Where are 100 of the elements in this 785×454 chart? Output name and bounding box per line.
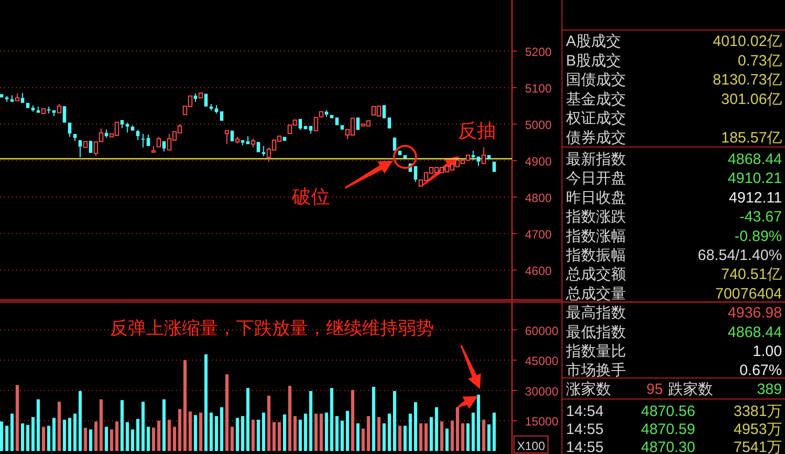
text: 指数涨跌 bbox=[565, 208, 626, 226]
bar bbox=[115, 422, 118, 451]
bar bbox=[445, 428, 449, 451]
bar bbox=[440, 422, 444, 451]
bar bbox=[430, 417, 433, 451]
bar bbox=[10, 414, 14, 451]
bar bbox=[461, 423, 464, 451]
text: 70076404 bbox=[715, 285, 782, 302]
text: 涨家数 bbox=[566, 381, 611, 398]
bar bbox=[94, 422, 98, 451]
text: 68.54/1.40% bbox=[698, 247, 782, 264]
bar bbox=[414, 402, 418, 451]
candlestick bbox=[5, 95, 9, 102]
y-tick-label: 60000 bbox=[525, 324, 559, 338]
bar bbox=[282, 414, 286, 451]
bar bbox=[466, 423, 470, 451]
bar bbox=[100, 399, 103, 451]
bar bbox=[120, 400, 124, 451]
y-tick-label: 4800 bbox=[525, 191, 552, 206]
bar bbox=[204, 354, 208, 451]
bar bbox=[267, 396, 270, 451]
text: 今日开盘 bbox=[566, 170, 626, 188]
bar bbox=[324, 412, 328, 451]
text: 8130.73亿 bbox=[712, 72, 782, 89]
bar bbox=[482, 420, 486, 451]
bar bbox=[450, 420, 454, 451]
bar bbox=[225, 374, 229, 451]
bar bbox=[256, 420, 260, 451]
y-tick-label: 5000 bbox=[525, 118, 552, 132]
bar bbox=[288, 386, 292, 451]
text: 1.00 bbox=[752, 343, 782, 360]
text: -0.89% bbox=[734, 228, 782, 245]
text: 740.51亿 bbox=[721, 266, 782, 284]
bar bbox=[241, 416, 244, 451]
bar bbox=[214, 416, 218, 451]
candlestick bbox=[104, 129, 108, 138]
bar bbox=[320, 414, 323, 451]
text: 389 bbox=[756, 381, 782, 398]
text: 4870.30 bbox=[641, 439, 696, 454]
text: 4868.44 bbox=[728, 324, 782, 341]
text: 最新指数 bbox=[566, 151, 626, 168]
bar bbox=[58, 402, 61, 451]
bar bbox=[199, 412, 202, 451]
y-axis-title: X100 bbox=[517, 439, 546, 453]
text: 基金成交 bbox=[566, 90, 626, 108]
annotation: 破位 bbox=[291, 187, 330, 208]
bar bbox=[476, 394, 480, 451]
bar bbox=[377, 417, 380, 451]
text: 14:54 bbox=[566, 403, 604, 420]
text: A股成交 bbox=[566, 33, 622, 50]
bar bbox=[136, 418, 140, 451]
text: 4912.11 bbox=[728, 189, 782, 206]
bar bbox=[372, 386, 376, 451]
y-tick-label: 30000 bbox=[525, 384, 559, 398]
bar bbox=[456, 407, 460, 451]
text: 4870.56 bbox=[641, 403, 696, 420]
y-tick-label: 4700 bbox=[525, 228, 552, 242]
bar bbox=[162, 399, 166, 451]
bar bbox=[403, 426, 407, 451]
bar bbox=[210, 412, 213, 451]
bar bbox=[141, 402, 145, 451]
text: 7541万 bbox=[734, 439, 782, 454]
text: 4936.98 bbox=[728, 304, 782, 322]
bar bbox=[398, 426, 402, 451]
bar bbox=[298, 420, 302, 451]
text: 指数振幅 bbox=[565, 247, 626, 264]
bar bbox=[393, 391, 396, 451]
text: 指数量比 bbox=[565, 343, 626, 360]
bar bbox=[78, 391, 82, 451]
bar bbox=[388, 414, 391, 451]
text: 总成交额 bbox=[565, 266, 626, 284]
y-tick-label: 5200 bbox=[525, 45, 552, 60]
bar bbox=[47, 426, 50, 451]
bar bbox=[382, 423, 386, 451]
bar bbox=[278, 422, 281, 451]
bar bbox=[366, 416, 370, 451]
text: 4870.59 bbox=[641, 421, 696, 438]
bar bbox=[434, 407, 438, 451]
y-tick-label: 4900 bbox=[525, 154, 552, 169]
annotation: 反抽 bbox=[458, 121, 496, 142]
text: 债券成交 bbox=[566, 130, 626, 146]
bar bbox=[172, 426, 176, 451]
bar bbox=[20, 423, 24, 451]
text: 国债成交 bbox=[566, 72, 626, 89]
bar bbox=[472, 412, 475, 451]
bar bbox=[73, 414, 77, 451]
text: 权证成交 bbox=[565, 110, 626, 128]
bar bbox=[492, 412, 496, 451]
bar bbox=[16, 384, 19, 451]
bar bbox=[5, 426, 8, 451]
bar bbox=[36, 399, 40, 451]
bar bbox=[252, 420, 255, 451]
bar bbox=[146, 426, 150, 451]
text: 4868.44 bbox=[728, 151, 782, 168]
bar bbox=[126, 422, 129, 451]
bar bbox=[220, 407, 224, 451]
text: -43.67 bbox=[739, 208, 782, 226]
bar bbox=[340, 420, 344, 451]
bar bbox=[178, 409, 182, 451]
candlestick bbox=[324, 110, 328, 118]
